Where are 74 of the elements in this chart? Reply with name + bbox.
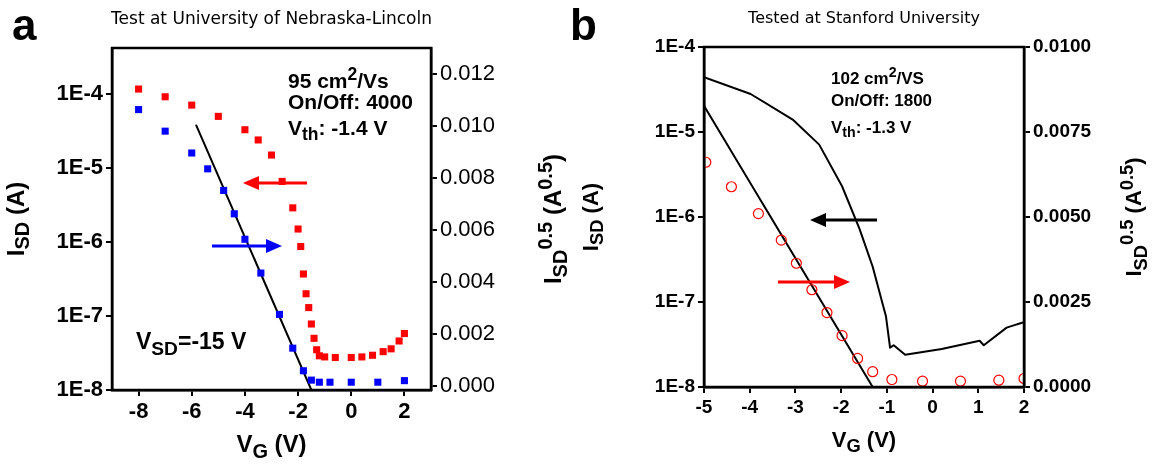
y-tick-label: 1E-5 (56, 154, 103, 180)
y2-tick-label: 0.0075 (1033, 120, 1092, 142)
annotation: On/Off: 1800 (831, 91, 933, 111)
x-tick-label: -8 (128, 398, 149, 424)
point (214, 112, 222, 120)
x-tick-label: 0 (345, 398, 358, 424)
y2-tick-label: 0.012 (440, 60, 496, 86)
point (241, 126, 249, 134)
point (347, 353, 355, 362)
point (358, 353, 366, 361)
text: b (570, 0, 597, 50)
point (188, 101, 196, 109)
y2-tick-label: 0.000 (440, 371, 496, 397)
y2-tick-label: 0.006 (440, 215, 496, 241)
y-tick-label: 1E-8 (56, 376, 103, 402)
point (400, 329, 408, 338)
point (387, 345, 395, 353)
point (254, 136, 262, 144)
point (310, 334, 318, 342)
point (307, 320, 315, 328)
x-tick-label: 1 (973, 395, 984, 417)
y-tick-label: 1E-7 (56, 302, 103, 328)
point (302, 290, 310, 298)
y2-tick-label: 0.0100 (1033, 35, 1092, 57)
annotation: On/Off: 4000 (288, 90, 413, 114)
x-tick-label: -6 (181, 398, 202, 424)
x-tick-label: -5 (695, 395, 713, 417)
x-tick-label: -2 (832, 395, 850, 417)
point (267, 151, 276, 159)
point (297, 242, 305, 251)
x-tick-label: 0 (927, 395, 938, 417)
point (331, 353, 339, 362)
y2-tick-label: 0.0050 (1033, 205, 1092, 227)
point (161, 93, 169, 101)
point (313, 346, 321, 354)
point (305, 304, 313, 312)
point (294, 225, 302, 233)
chart-title: Test at University of Nebraska-Lincoln (111, 8, 432, 28)
point (299, 270, 307, 278)
y2-tick-label: 0.004 (440, 267, 496, 293)
y-tick-label: 1E-7 (654, 290, 695, 312)
x-tick-label: -2 (288, 398, 308, 424)
y-tick-label: 1E-6 (56, 228, 103, 254)
y2-tick-label: 0.010 (440, 112, 496, 138)
y-tick-label: 1E-8 (654, 375, 695, 397)
point (321, 353, 329, 361)
y2-tick-label: 0.0025 (1033, 290, 1092, 312)
x-tick-label: -1 (878, 395, 896, 417)
annotation: V$_{th}$: -1.3 V (831, 118, 912, 141)
x-tick-label: 2 (1018, 395, 1030, 417)
y2-tick-label: 0.002 (440, 319, 496, 345)
x-tick-label: -3 (786, 395, 804, 417)
point (395, 337, 403, 345)
annotation: 95 cm$^{2}$/Vs (288, 64, 389, 93)
point (289, 204, 297, 212)
point (135, 85, 143, 93)
annotation: V$_{th}$: -1.4 V (288, 116, 388, 146)
x-tick-label: -4 (741, 395, 759, 417)
annotation: V$_{SD}$=-15 V (136, 328, 247, 360)
x-tick-label: 2 (398, 398, 411, 424)
x-tick-label: -4 (235, 398, 256, 424)
y-tick-label: 1E-4 (654, 35, 696, 57)
y2-tick-label: 0.008 (440, 164, 496, 189)
y2-tick-label: 0.0000 (1033, 375, 1092, 397)
point (379, 348, 387, 356)
text: a (12, 0, 37, 50)
y-tick-label: 1E-5 (654, 120, 696, 142)
x-axis-title: V$_{G}$ (V) (831, 427, 897, 458)
chart-title: Tested at Stanford University (748, 8, 980, 27)
x-axis-title: V$_{G}$ (V) (236, 430, 307, 463)
annotation: 102 cm$^{2}$/VS (831, 64, 924, 89)
y-tick-label: 1E-6 (654, 205, 695, 227)
y-tick-label: 1E-4 (56, 80, 104, 106)
point (368, 351, 377, 359)
